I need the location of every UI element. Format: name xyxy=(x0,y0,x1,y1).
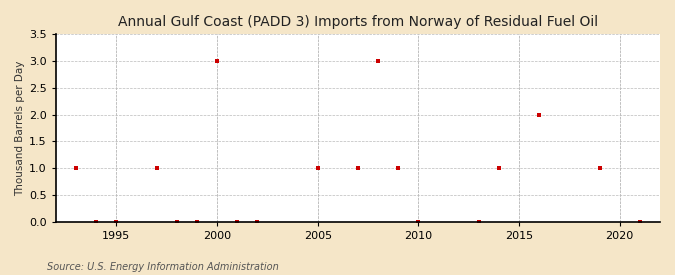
Text: Source: U.S. Energy Information Administration: Source: U.S. Energy Information Administ… xyxy=(47,262,279,272)
Y-axis label: Thousand Barrels per Day: Thousand Barrels per Day xyxy=(15,60,25,196)
Title: Annual Gulf Coast (PADD 3) Imports from Norway of Residual Fuel Oil: Annual Gulf Coast (PADD 3) Imports from … xyxy=(118,15,598,29)
